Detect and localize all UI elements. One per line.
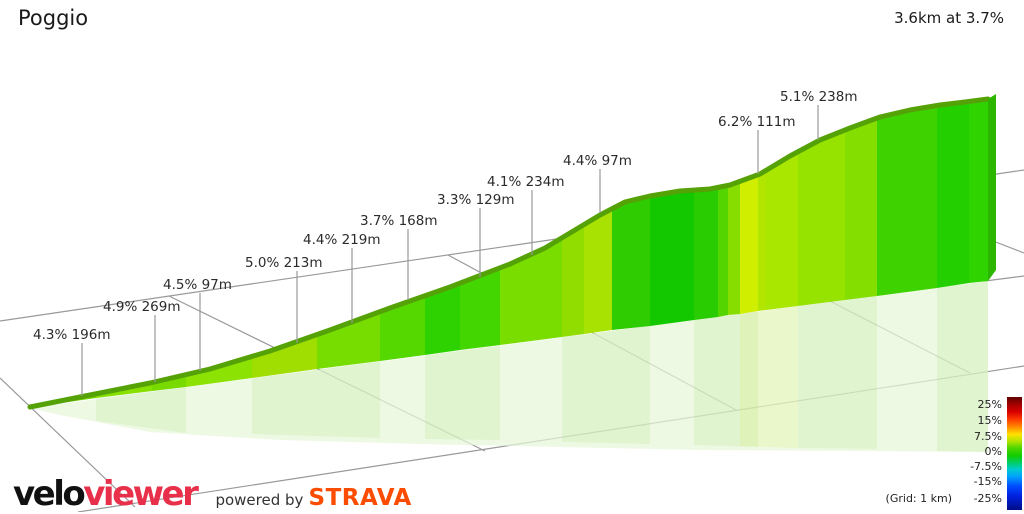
gradient-band [694, 187, 718, 320]
veloviewer-logo-velo: velo [13, 474, 86, 514]
gradient-label: 4.5% 97m [163, 277, 232, 293]
fan-strip-yellow [740, 306, 798, 448]
leader-lines [81, 105, 819, 396]
gradient-label: 4.4% 219m [303, 232, 381, 248]
gradient-legend-bar [1007, 397, 1022, 510]
legend-tick: -7.5% [970, 460, 1002, 473]
legend-tick: 15% [977, 414, 1002, 427]
gradient-label: 3.7% 168m [360, 213, 438, 229]
grid-scale-note: (Grid: 1 km) [885, 492, 952, 505]
page-title: Poggio [18, 6, 89, 30]
branding-footer: veloviewer powered by STRAVA [13, 474, 412, 514]
gradient-label: 4.3% 196m [33, 327, 111, 343]
gradient-band [728, 181, 740, 315]
gradient-band [877, 105, 937, 296]
legend-tick: 0% [984, 445, 1002, 458]
grid-line-cross-km0 [0, 377, 136, 508]
gradient-band [380, 296, 425, 361]
gradient-band [584, 209, 612, 334]
gradient-band [740, 175, 758, 314]
gradient-label: 3.3% 129m [437, 192, 515, 208]
gradient-band [317, 312, 380, 369]
grid-line-road-parallel [984, 275, 1024, 282]
gradient-band [758, 170, 766, 311]
gradient-label: 4.1% 234m [487, 174, 565, 190]
gradient-label: 4.4% 97m [563, 153, 632, 169]
gradient-band [460, 268, 500, 350]
gradient-band [562, 225, 584, 337]
legend-tick: 7.5% [974, 430, 1002, 443]
veloviewer-logo-viewer: viewer [83, 474, 199, 514]
gradient-label: 4.9% 269m [103, 299, 181, 315]
profile-top-edge [27, 96, 991, 410]
fan-strips [96, 281, 988, 452]
gradient-band [798, 130, 845, 306]
gradient-band [612, 196, 650, 330]
gradient-label: 6.2% 111m [718, 114, 796, 130]
gradient-band [766, 152, 798, 310]
gradient-band [650, 190, 694, 326]
gradient-band [425, 283, 460, 355]
segment-labels: 4.3% 196m 4.9% 269m 4.5% 97m 5.0% 213m 4… [33, 89, 858, 343]
gradient-band [252, 335, 317, 378]
gradient-band [969, 99, 988, 283]
powered-by-text: powered by [215, 491, 304, 509]
fan-base [30, 281, 988, 452]
profile-end-face [988, 94, 996, 281]
gradient-band [845, 118, 877, 300]
legend-tick: -25% [973, 492, 1002, 505]
legend-tick: 25% [977, 398, 1002, 411]
ground-shadow-fan [30, 281, 988, 452]
gradient-band [937, 102, 969, 288]
gradient-label: 5.1% 238m [780, 89, 858, 105]
gradient-band [718, 185, 728, 317]
gradient-label: 5.0% 213m [245, 255, 323, 271]
climb-summary: 3.6km at 3.7% [894, 9, 1004, 27]
strava-logo: STRAVA [308, 485, 412, 511]
legend-tick: -15% [973, 475, 1002, 488]
gradient-band [500, 238, 562, 345]
climb-profile-wall [30, 99, 988, 408]
